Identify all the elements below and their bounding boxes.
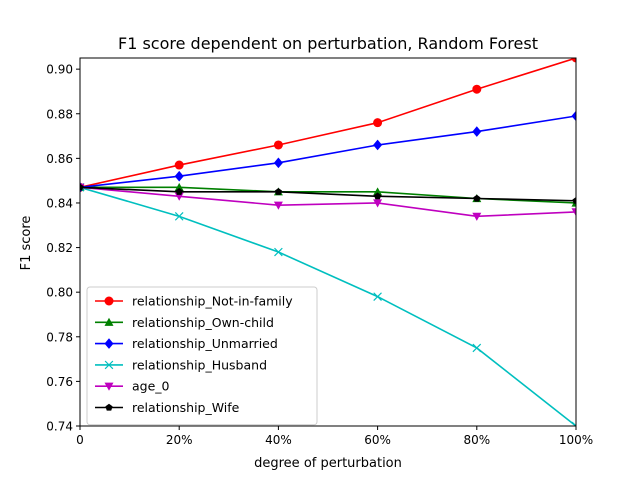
legend-label: relationship_Husband — [132, 357, 267, 372]
data-point-relationship-not-in-family — [174, 160, 184, 170]
data-point-relationship-own-child — [373, 187, 383, 196]
y-tick-label: 0.84 — [46, 196, 73, 210]
y-tick-label: 0.74 — [46, 420, 73, 434]
legend-item: age_0 — [95, 379, 170, 394]
data-point-relationship-unmarried — [273, 157, 283, 169]
y-tick-label: 0.88 — [46, 107, 73, 121]
data-point-age-0 — [571, 208, 576, 217]
y-tick-label: 0.76 — [46, 375, 73, 389]
legend-marker — [104, 360, 114, 370]
data-point-relationship-husband — [472, 343, 482, 353]
data-point-relationship-not-in-family — [571, 58, 576, 63]
legend-marker — [104, 296, 114, 306]
data-point-relationship-wife — [572, 196, 576, 204]
y-tick-label: 0.90 — [46, 63, 73, 77]
data-point-relationship-wife — [373, 192, 382, 200]
data-point-age-0 — [273, 201, 283, 210]
data-point-relationship-husband — [571, 421, 576, 426]
x-tick-label: 80% — [463, 433, 490, 447]
data-point-relationship-wife — [473, 194, 481, 202]
y-tick-label: 0.80 — [46, 286, 73, 300]
legend-item: relationship_Husband — [95, 357, 267, 372]
legend: relationship_Not-in-family relationship_O… — [86, 286, 318, 426]
series-line-relationship-unmarried — [80, 115, 576, 189]
x-axis-label: degree of perturbation — [254, 456, 402, 471]
data-point-relationship-wife — [80, 183, 84, 191]
series-line-age-0 — [80, 186, 576, 218]
series-line-relationship-own-child — [80, 186, 576, 204]
y-tick-label: 0.82 — [46, 241, 73, 255]
data-point-relationship-wife — [175, 188, 183, 195]
data-point-relationship-not-in-family — [273, 140, 283, 150]
plot-area: 0 20% 40% 60% 80% 100% 0.74 0.76 0.78 0.80 0.82 0.8… — [46, 57, 593, 447]
data-point-relationship-own-child — [174, 182, 184, 191]
legend-marker — [104, 317, 114, 326]
x-tick-label: 20% — [166, 433, 193, 447]
legend-label: relationship_Wife — [132, 400, 240, 415]
data-point-relationship-husband — [373, 292, 382, 301]
legend-marker — [104, 382, 114, 391]
series-line-relationship-husband — [80, 186, 576, 426]
data-point-relationship-husband — [274, 247, 283, 257]
legend-label: age_0 — [132, 379, 170, 394]
legend-box — [86, 286, 318, 426]
data-point-relationship-husband — [174, 212, 184, 221]
data-point-relationship-not-in-family — [373, 118, 383, 128]
x-tick-label: 0 — [76, 433, 84, 447]
data-point-relationship-unmarried — [571, 110, 576, 122]
legend-label: relationship_Unmarried — [132, 336, 278, 351]
legend-item: relationship_Own-child — [95, 315, 274, 330]
legend-item: relationship_Unmarried — [95, 336, 278, 351]
legend-item: relationship_Wife — [95, 400, 240, 415]
data-point-relationship-unmarried — [472, 126, 482, 137]
axes-frame — [79, 57, 577, 427]
x-tick-label: 60% — [364, 433, 391, 447]
series-group — [80, 58, 576, 426]
series-line-relationship-wife — [80, 186, 576, 202]
legend-label: relationship_Not-in-family — [132, 294, 293, 309]
chart-title: F1 score dependent on perturbation, Rand… — [118, 34, 538, 53]
x-tick-label: 40% — [265, 433, 292, 447]
legend-marker — [104, 338, 114, 349]
data-point-relationship-unmarried — [373, 139, 383, 151]
data-point-relationship-unmarried — [174, 170, 184, 182]
y-tick-label: 0.86 — [46, 152, 73, 166]
y-axis-label: F1 score — [19, 216, 34, 271]
data-point-age-0 — [472, 212, 482, 221]
legend-label: relationship_Own-child — [132, 315, 274, 330]
y-tick-label: 0.78 — [46, 330, 73, 344]
data-point-relationship-not-in-family — [472, 84, 482, 94]
legend-marker — [105, 403, 113, 411]
series-line-relationship-not-in-family — [80, 58, 576, 189]
legend-item: relationship_Not-in-family — [95, 294, 293, 309]
x-tick-label: 100% — [559, 433, 593, 447]
data-point-age-0 — [373, 199, 383, 208]
data-point-relationship-wife — [274, 188, 283, 195]
